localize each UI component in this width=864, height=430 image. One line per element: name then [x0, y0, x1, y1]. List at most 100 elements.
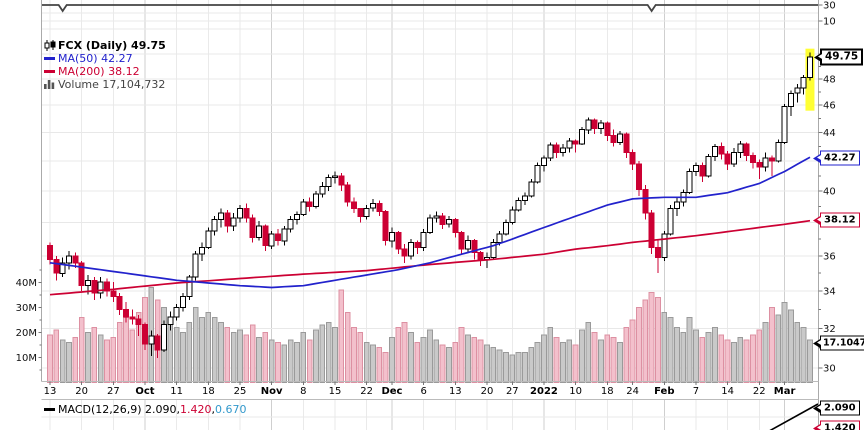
candle-body	[268, 233, 275, 247]
candle-body	[775, 141, 782, 162]
volume-bar	[439, 344, 446, 383]
candle-body	[642, 189, 649, 214]
volume-bar	[686, 317, 693, 383]
volume-bar	[66, 342, 72, 383]
candle-body	[389, 232, 395, 242]
candle-body	[509, 209, 516, 224]
candle-body	[541, 157, 547, 166]
candle-body	[718, 146, 725, 155]
volume-bar	[800, 327, 807, 383]
volume-bar	[566, 339, 573, 383]
candle-body	[465, 240, 471, 250]
volume-bar	[591, 332, 598, 383]
candle-body	[629, 151, 636, 165]
date-tick-label: 18	[202, 386, 215, 397]
date-tick-label: 2022	[530, 386, 558, 397]
volume-bar	[186, 322, 193, 383]
candle-body	[199, 246, 205, 255]
candle-body	[148, 335, 155, 345]
volume-bar	[205, 312, 212, 383]
volume-bar	[585, 322, 592, 383]
volume-bar	[433, 339, 440, 383]
date-tick-label: 18	[601, 386, 614, 397]
volume-bar	[420, 337, 427, 383]
volume-bar	[414, 342, 421, 383]
volume-bar	[762, 322, 769, 383]
candle-body	[78, 262, 85, 287]
volume-bar	[490, 347, 497, 383]
ma50-line-icon	[44, 57, 58, 60]
volume-bar	[129, 329, 136, 383]
volume-bar	[788, 309, 794, 383]
candle-body	[192, 253, 199, 278]
candle-body	[585, 119, 592, 131]
volume-bar	[351, 327, 357, 383]
date-tick-label: Mar	[774, 386, 796, 397]
price-tick-label: 40	[823, 187, 836, 198]
volume-bar	[452, 342, 459, 383]
candle-body	[667, 207, 674, 235]
volume-bar	[515, 352, 522, 383]
volume-bar	[781, 302, 788, 383]
volume-bar	[281, 344, 288, 383]
volume-bar	[85, 332, 91, 383]
candle-body	[762, 157, 769, 168]
volume-bar	[91, 327, 98, 383]
candle-body	[275, 233, 281, 242]
candle-body	[458, 232, 465, 250]
candle-body	[579, 129, 585, 145]
volume-tick-label: 40M	[16, 278, 37, 289]
volume-tick-label: 30M	[16, 303, 37, 314]
candle-body	[794, 87, 801, 94]
symbol-title: FCX (Daily) 49.75	[58, 39, 166, 52]
candle-body	[186, 276, 193, 298]
price-tick-label: 32	[823, 324, 836, 335]
candle-body	[604, 122, 611, 136]
date-tick-label: 13	[449, 386, 462, 397]
volume-bar	[72, 337, 79, 383]
candle-body	[66, 255, 72, 264]
candle-body	[363, 207, 370, 217]
candle-body	[503, 222, 509, 235]
volume-bar	[53, 329, 60, 383]
candle-body	[724, 153, 731, 165]
date-tick-label: 15	[329, 386, 342, 397]
candle-body	[110, 290, 117, 298]
candle-body	[566, 140, 573, 149]
volume-bar	[338, 289, 345, 383]
candle-body	[142, 324, 148, 345]
candle-body	[591, 119, 598, 129]
candle-body	[705, 156, 712, 177]
candle-body	[351, 201, 357, 209]
candle-body	[401, 248, 408, 257]
volume-bar	[579, 329, 585, 383]
candle-body	[534, 165, 541, 183]
candle-body	[547, 144, 554, 159]
volume-bar	[357, 332, 364, 383]
candle-body	[230, 217, 237, 227]
volume-bar	[332, 327, 338, 383]
volume-bar	[319, 324, 326, 383]
date-tick-label: 24	[626, 386, 639, 397]
volume-bar	[344, 312, 351, 383]
volume-bar	[560, 342, 566, 383]
volume-bar	[807, 339, 813, 384]
volume-bar	[243, 334, 250, 383]
price-tick-label: 48	[823, 75, 836, 86]
date-tick-label: 27	[107, 386, 120, 397]
volume-bar	[756, 329, 763, 383]
volume-bar	[408, 332, 414, 383]
volume-bar	[743, 339, 750, 383]
date-tick-label: 7	[693, 386, 699, 397]
ma50-label: MA(50) 42.27	[58, 52, 133, 65]
volume-bar	[496, 349, 503, 383]
volume-bar	[458, 327, 465, 383]
volume-bar	[750, 334, 756, 383]
candle-body	[243, 207, 250, 219]
candle-body	[135, 318, 142, 325]
ma200-line-icon	[44, 70, 58, 73]
date-tick-label: 10	[569, 386, 582, 397]
candle-body	[731, 151, 737, 165]
candle-body	[712, 146, 718, 158]
